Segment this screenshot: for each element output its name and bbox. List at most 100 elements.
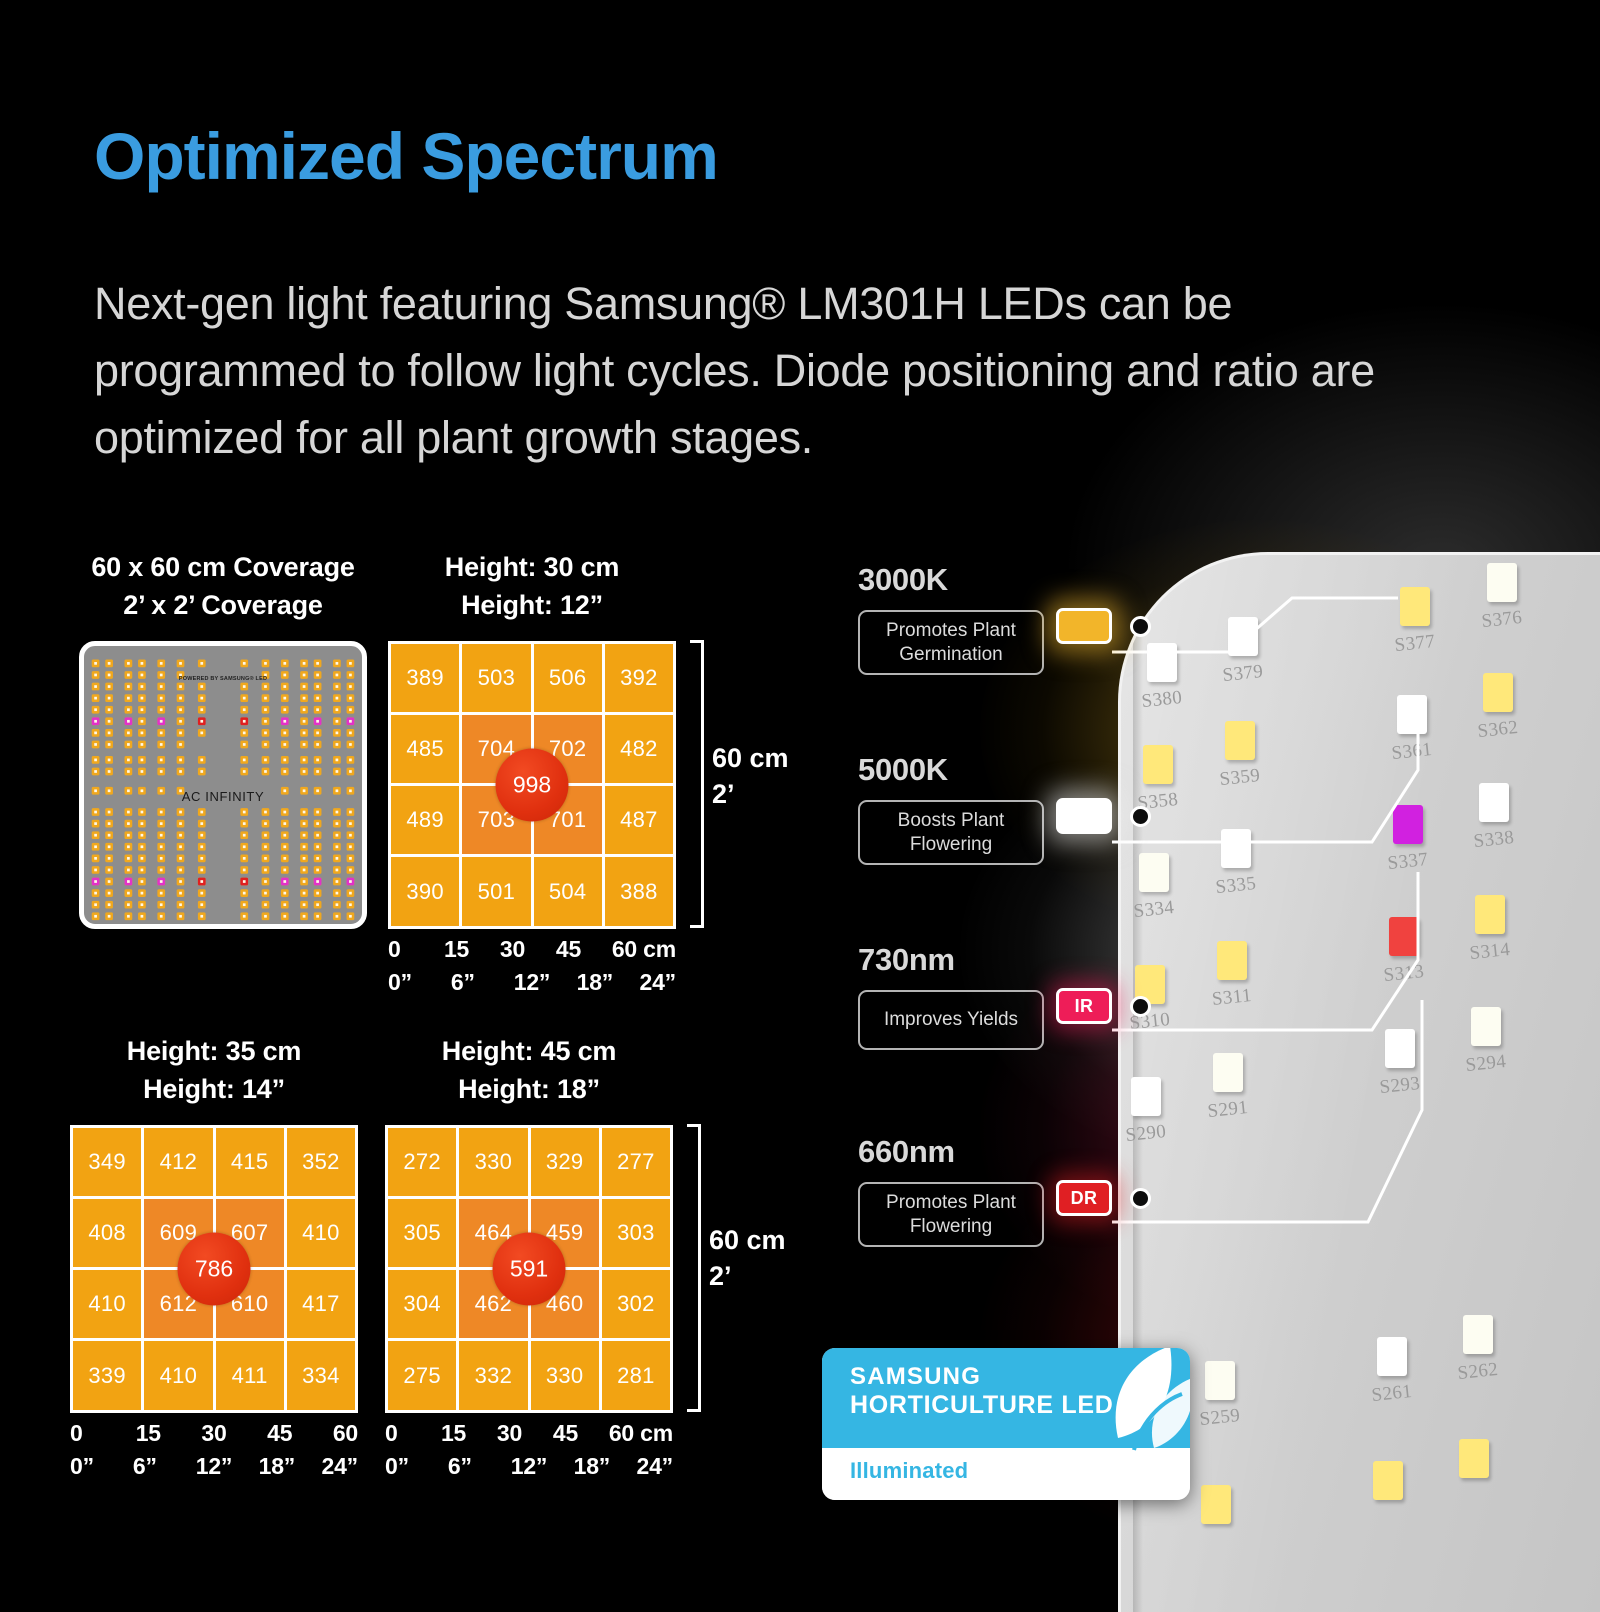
- axis-tick: 45: [555, 935, 582, 962]
- par-cell: 303: [601, 1198, 670, 1268]
- page-title: Optimized Spectrum: [94, 119, 719, 193]
- led-diode: S261: [1371, 1337, 1413, 1406]
- led-chip-3000k: [1056, 608, 1112, 644]
- led-chip-dr: DR: [1056, 1180, 1112, 1216]
- led-panel: S380 S379 S377 S376 S358 S359 S361 S362 S334 S335…: [1118, 552, 1600, 1612]
- axis-tick: 0: [385, 1419, 398, 1446]
- height-label-cm: 60 cm: [709, 1225, 786, 1255]
- par-cell: 272: [388, 1127, 457, 1196]
- led-diode: S379: [1222, 617, 1264, 686]
- led-diode-label: S362: [1476, 716, 1520, 743]
- coverage-board: POWERED BY SAMSUNG® LED AC INFINITY: [79, 640, 367, 929]
- spectrum-label-660nm: 660nm: [858, 1134, 955, 1169]
- led-diode-chip: [1479, 783, 1509, 822]
- led-diode: S294: [1465, 1007, 1507, 1076]
- axis-tick: 0: [388, 935, 401, 962]
- led-diode-label: S337: [1386, 848, 1430, 875]
- led-diode-label: S294: [1464, 1050, 1508, 1077]
- par-cell: 485: [391, 714, 460, 784]
- led-diode-chip: [1389, 917, 1419, 956]
- badge-samsung-text: SAMSUNG: [850, 1363, 982, 1390]
- par-cell: 489: [391, 786, 460, 855]
- led-diode-chip: [1377, 1337, 1407, 1376]
- samsung-horticulture-badge: SAMSUNG HORTICULTURE LED Illuminated: [822, 1348, 1190, 1500]
- led-diode-chip: [1205, 1361, 1235, 1400]
- spectrum-desc-660nm: Promotes Plant Flowering: [858, 1182, 1044, 1248]
- par-cell: 482: [604, 714, 673, 784]
- par-cell: 702: [533, 714, 602, 784]
- led-diode-label: S291: [1206, 1096, 1250, 1123]
- par-center-value: 998: [495, 748, 569, 822]
- led-diode: S338: [1473, 783, 1515, 852]
- height-bracket-30cm: [690, 640, 704, 928]
- axis-tick: 0: [70, 1419, 83, 1446]
- height-label-30cm: 60 cm 2’: [712, 740, 789, 812]
- par-cell: 506: [533, 643, 602, 712]
- led-diode: S361: [1391, 695, 1433, 764]
- led-diode-chip: [1400, 587, 1430, 626]
- height-bracket-45cm: [687, 1124, 701, 1412]
- spectrum-label-730nm: 730nm: [858, 942, 955, 977]
- coverage-caption-cm: 60 x 60 cm Coverage: [91, 552, 355, 582]
- par-grid: 272 330 329 277 305 464 459 303 304 462 460 302 275 3…: [385, 1124, 673, 1413]
- par-cell: 330: [459, 1127, 528, 1196]
- spectrum-label-3000k: 3000K: [858, 562, 948, 597]
- led-diode-chip: [1385, 1029, 1415, 1068]
- axis-tick: 30: [496, 1419, 523, 1446]
- led-diode: S337: [1387, 805, 1429, 874]
- led-diode: [1201, 1485, 1231, 1524]
- axis-tick: 6”: [447, 1452, 472, 1479]
- par-cell: 332: [459, 1341, 528, 1410]
- par-cell: 302: [601, 1270, 670, 1339]
- coverage-board-diodes-icon: [91, 659, 355, 920]
- axis-tick: 45: [552, 1419, 579, 1446]
- led-diode-chip: [1201, 1485, 1231, 1524]
- par-cell: 329: [530, 1127, 599, 1196]
- par-cell: 704: [462, 714, 531, 784]
- spectrum-item-730nm[interactable]: 730nm Improves Yields IR: [858, 942, 1228, 1050]
- axis-tick: 18”: [576, 968, 614, 995]
- connector-node-3000k: [1130, 615, 1151, 637]
- par-axis-cm: 0 15 30 45 60 cm: [388, 936, 676, 963]
- led-diode-label: S380: [1140, 686, 1184, 713]
- par-axis-inches: 0” 6” 12” 18” 24”: [388, 969, 676, 996]
- axis-tick: 60 cm: [611, 935, 677, 962]
- par-grid-title-in: Height: 14”: [143, 1074, 285, 1105]
- axis-tick: 6”: [132, 1452, 157, 1479]
- led-diode-chip: [1483, 673, 1513, 712]
- par-cell: 352: [286, 1127, 355, 1196]
- spectrum-item-3000k[interactable]: 3000K Promotes Plant Germination: [858, 562, 1228, 676]
- connector-node-730nm: [1130, 995, 1151, 1017]
- axis-tick: 15: [135, 1419, 161, 1446]
- led-diode: [1459, 1439, 1489, 1478]
- axis-tick: 18”: [573, 1452, 611, 1479]
- spectrum-chip-row-730nm: IR: [1056, 988, 1151, 1024]
- led-chip-ir: IR: [1056, 988, 1112, 1024]
- led-diode: S293: [1379, 1029, 1421, 1098]
- height-label-ft: 2’: [709, 1261, 732, 1292]
- par-center-value: 786: [177, 1232, 251, 1306]
- led-diode: S377: [1394, 587, 1436, 656]
- led-diode-chip: [1373, 1461, 1403, 1500]
- led-diode-label: S334: [1132, 896, 1176, 923]
- axis-tick: 30: [499, 935, 526, 962]
- axis-tick: 12”: [195, 1452, 233, 1479]
- par-axis-cm: 0 15 30 45 60: [70, 1420, 358, 1447]
- par-cell: 390: [391, 857, 460, 926]
- par-cell: 501: [462, 857, 531, 926]
- connector-node-660nm: [1130, 1187, 1151, 1209]
- par-cell: 504: [533, 857, 602, 926]
- spectrum-desc-3000k: Promotes Plant Germination: [858, 610, 1044, 676]
- spectrum-item-660nm[interactable]: 660nm Promotes Plant Flowering DR: [858, 1134, 1228, 1248]
- led-diode-chip: [1213, 1053, 1243, 1092]
- par-cell: 275: [388, 1341, 457, 1410]
- led-diode-label: S259: [1198, 1404, 1242, 1431]
- spectrum-item-5000k[interactable]: 5000K Boosts Plant Flowering: [858, 752, 1228, 866]
- spectrum-label-5000k: 5000K: [858, 752, 948, 787]
- led-diode-label: S377: [1393, 630, 1437, 657]
- axis-tick: 0”: [70, 1452, 94, 1479]
- axis-tick: 18”: [258, 1452, 296, 1479]
- par-cell: 349: [73, 1127, 142, 1196]
- par-cell: 410: [73, 1270, 142, 1339]
- par-grid: 349 412 415 352 408 609 607 410 410 612 610 417 339 4…: [70, 1124, 358, 1413]
